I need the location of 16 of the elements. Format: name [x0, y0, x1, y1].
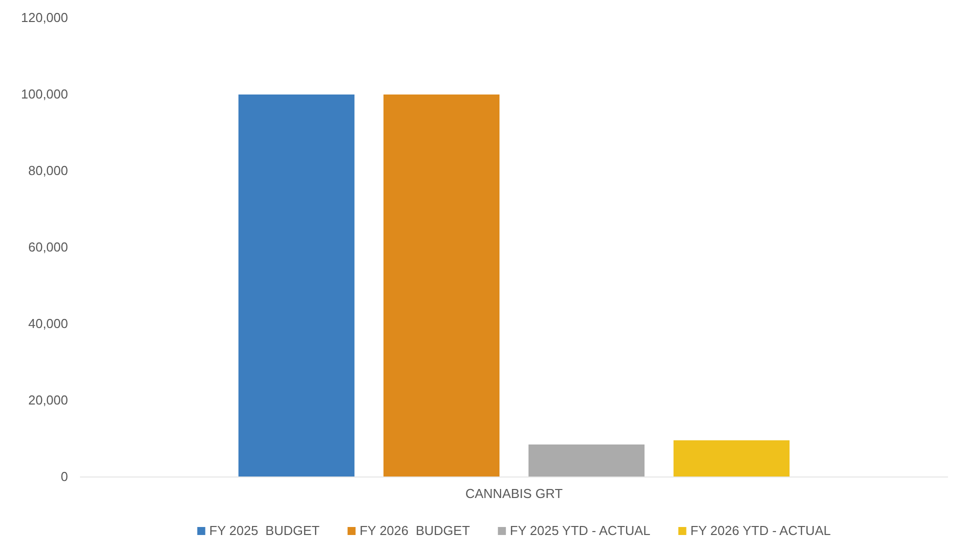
x-tick-label: CANNABIS GRT: [465, 486, 563, 502]
bar: [674, 440, 790, 477]
bar: [383, 94, 500, 477]
y-tick-label: 120,000: [21, 10, 68, 26]
legend-label: FY 2026 YTD - ACTUAL: [690, 523, 831, 538]
y-tick-label: 80,000: [28, 163, 68, 178]
legend-label: FY 2025 BUDGET: [209, 523, 320, 538]
y-tick-label: 60,000: [28, 240, 68, 255]
bar: [528, 444, 645, 477]
y-tick-label: 40,000: [28, 316, 68, 332]
y-tick-label: 0: [60, 469, 68, 484]
legend-label: FY 2025 YTD - ACTUAL: [510, 523, 650, 538]
y-tick-label: 20,000: [28, 392, 68, 408]
bar: [238, 94, 354, 477]
y-tick-label: 100,000: [21, 86, 68, 102]
legend-label: FY 2026 BUDGET: [360, 523, 470, 538]
